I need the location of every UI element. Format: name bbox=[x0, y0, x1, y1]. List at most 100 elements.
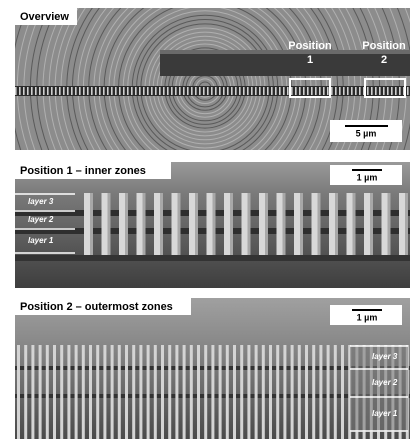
zone-stripe bbox=[231, 87, 233, 95]
zone-stripe bbox=[363, 87, 365, 95]
zone-stripe bbox=[303, 87, 305, 95]
zone-stripe bbox=[35, 87, 37, 95]
pillar bbox=[74, 345, 78, 439]
pillar bbox=[312, 345, 316, 439]
pillar-shade bbox=[230, 193, 233, 255]
layer-label: layer 3 bbox=[372, 352, 398, 361]
zone-stripe bbox=[399, 87, 401, 95]
scale-box bbox=[330, 305, 402, 325]
pillar bbox=[326, 345, 330, 439]
pillar-shade bbox=[335, 193, 338, 255]
scale-label: 1 µm bbox=[357, 312, 378, 322]
zone-stripe bbox=[43, 87, 45, 95]
title-box bbox=[15, 162, 171, 179]
zone-stripe bbox=[51, 87, 53, 95]
zone-stripe bbox=[171, 87, 173, 95]
pillar bbox=[146, 345, 150, 439]
pillar bbox=[81, 345, 85, 439]
pillar bbox=[311, 193, 321, 255]
zone-stripe bbox=[235, 87, 237, 95]
pillar bbox=[89, 345, 92, 439]
zone-stripe bbox=[107, 87, 109, 95]
zone-stripe bbox=[159, 87, 161, 95]
zone-stripe bbox=[403, 87, 405, 95]
marker-label: Position bbox=[362, 40, 406, 52]
zone-stripe bbox=[163, 87, 165, 95]
zone-stripe bbox=[239, 87, 241, 95]
zone-stripe bbox=[195, 87, 197, 95]
pillar bbox=[333, 345, 337, 439]
zone-stripe bbox=[407, 87, 409, 95]
pillar bbox=[247, 345, 251, 439]
marker-number: 2 bbox=[381, 54, 387, 66]
zone-stripe bbox=[283, 87, 285, 95]
pillar bbox=[276, 345, 280, 439]
pillar bbox=[240, 345, 244, 439]
pillar bbox=[211, 345, 215, 439]
pillar bbox=[84, 193, 93, 255]
zone-stripe bbox=[219, 87, 221, 95]
zone-stripe bbox=[327, 87, 329, 95]
pillar bbox=[399, 193, 408, 255]
pillar bbox=[218, 345, 222, 439]
pillar-shade bbox=[90, 193, 93, 255]
zone-stripe bbox=[331, 87, 333, 95]
pillar bbox=[103, 345, 107, 439]
zone-stripe bbox=[27, 87, 29, 95]
pillar bbox=[125, 345, 128, 439]
pillar bbox=[101, 193, 111, 255]
zone-stripe bbox=[63, 87, 65, 95]
pillar bbox=[381, 193, 391, 255]
zone-stripe bbox=[395, 87, 397, 95]
zone-stripe bbox=[319, 87, 321, 95]
pillar bbox=[197, 345, 200, 439]
zone-stripe bbox=[263, 87, 265, 95]
pillar bbox=[241, 193, 251, 255]
zone-stripe bbox=[323, 87, 325, 95]
zone-stripe bbox=[271, 87, 273, 95]
zone-stripe bbox=[75, 87, 77, 95]
zone-stripe bbox=[391, 87, 393, 95]
zone-stripe bbox=[335, 87, 337, 95]
pillar bbox=[297, 345, 301, 439]
zone-stripe bbox=[203, 87, 205, 95]
pillar-shade bbox=[405, 193, 408, 255]
scale-label: 1 µm bbox=[357, 172, 378, 182]
pillar bbox=[341, 345, 344, 439]
zone-stripe bbox=[223, 87, 225, 95]
layer-label: layer 3 bbox=[28, 197, 54, 206]
zone-stripe bbox=[59, 87, 61, 95]
overview-panel bbox=[15, 8, 410, 150]
zone-stripe bbox=[127, 87, 129, 95]
zone-stripe bbox=[143, 87, 145, 95]
zone-stripe bbox=[31, 87, 33, 95]
zone-stripe bbox=[71, 87, 73, 95]
pillar-shade bbox=[195, 193, 198, 255]
pillar-shade bbox=[107, 193, 111, 255]
title-box bbox=[15, 8, 77, 25]
pillar-shade bbox=[247, 193, 251, 255]
pillar-shade bbox=[265, 193, 268, 255]
panel-title: Position 1 – inner zones bbox=[20, 165, 146, 177]
zone-stripe bbox=[383, 87, 385, 95]
zone-stripe bbox=[307, 87, 309, 95]
pillar bbox=[305, 345, 308, 439]
zone-stripe bbox=[55, 87, 57, 95]
zone-stripe bbox=[15, 87, 17, 95]
zone-stripe bbox=[267, 87, 269, 95]
pillar bbox=[139, 345, 143, 439]
layer-lines bbox=[15, 193, 75, 254]
pillar bbox=[259, 193, 268, 255]
pillar bbox=[168, 345, 172, 439]
pillar bbox=[117, 345, 121, 439]
layer-label: layer 2 bbox=[372, 378, 398, 387]
zone-stripe bbox=[339, 87, 341, 95]
pillar bbox=[319, 345, 323, 439]
scale-label: 5 µm bbox=[356, 128, 377, 138]
pillar bbox=[254, 345, 258, 439]
pillar bbox=[96, 345, 100, 439]
zone-stripe bbox=[131, 87, 133, 95]
marker-number: 1 bbox=[307, 54, 313, 66]
pillar-shade bbox=[160, 193, 163, 255]
pillar bbox=[204, 345, 208, 439]
